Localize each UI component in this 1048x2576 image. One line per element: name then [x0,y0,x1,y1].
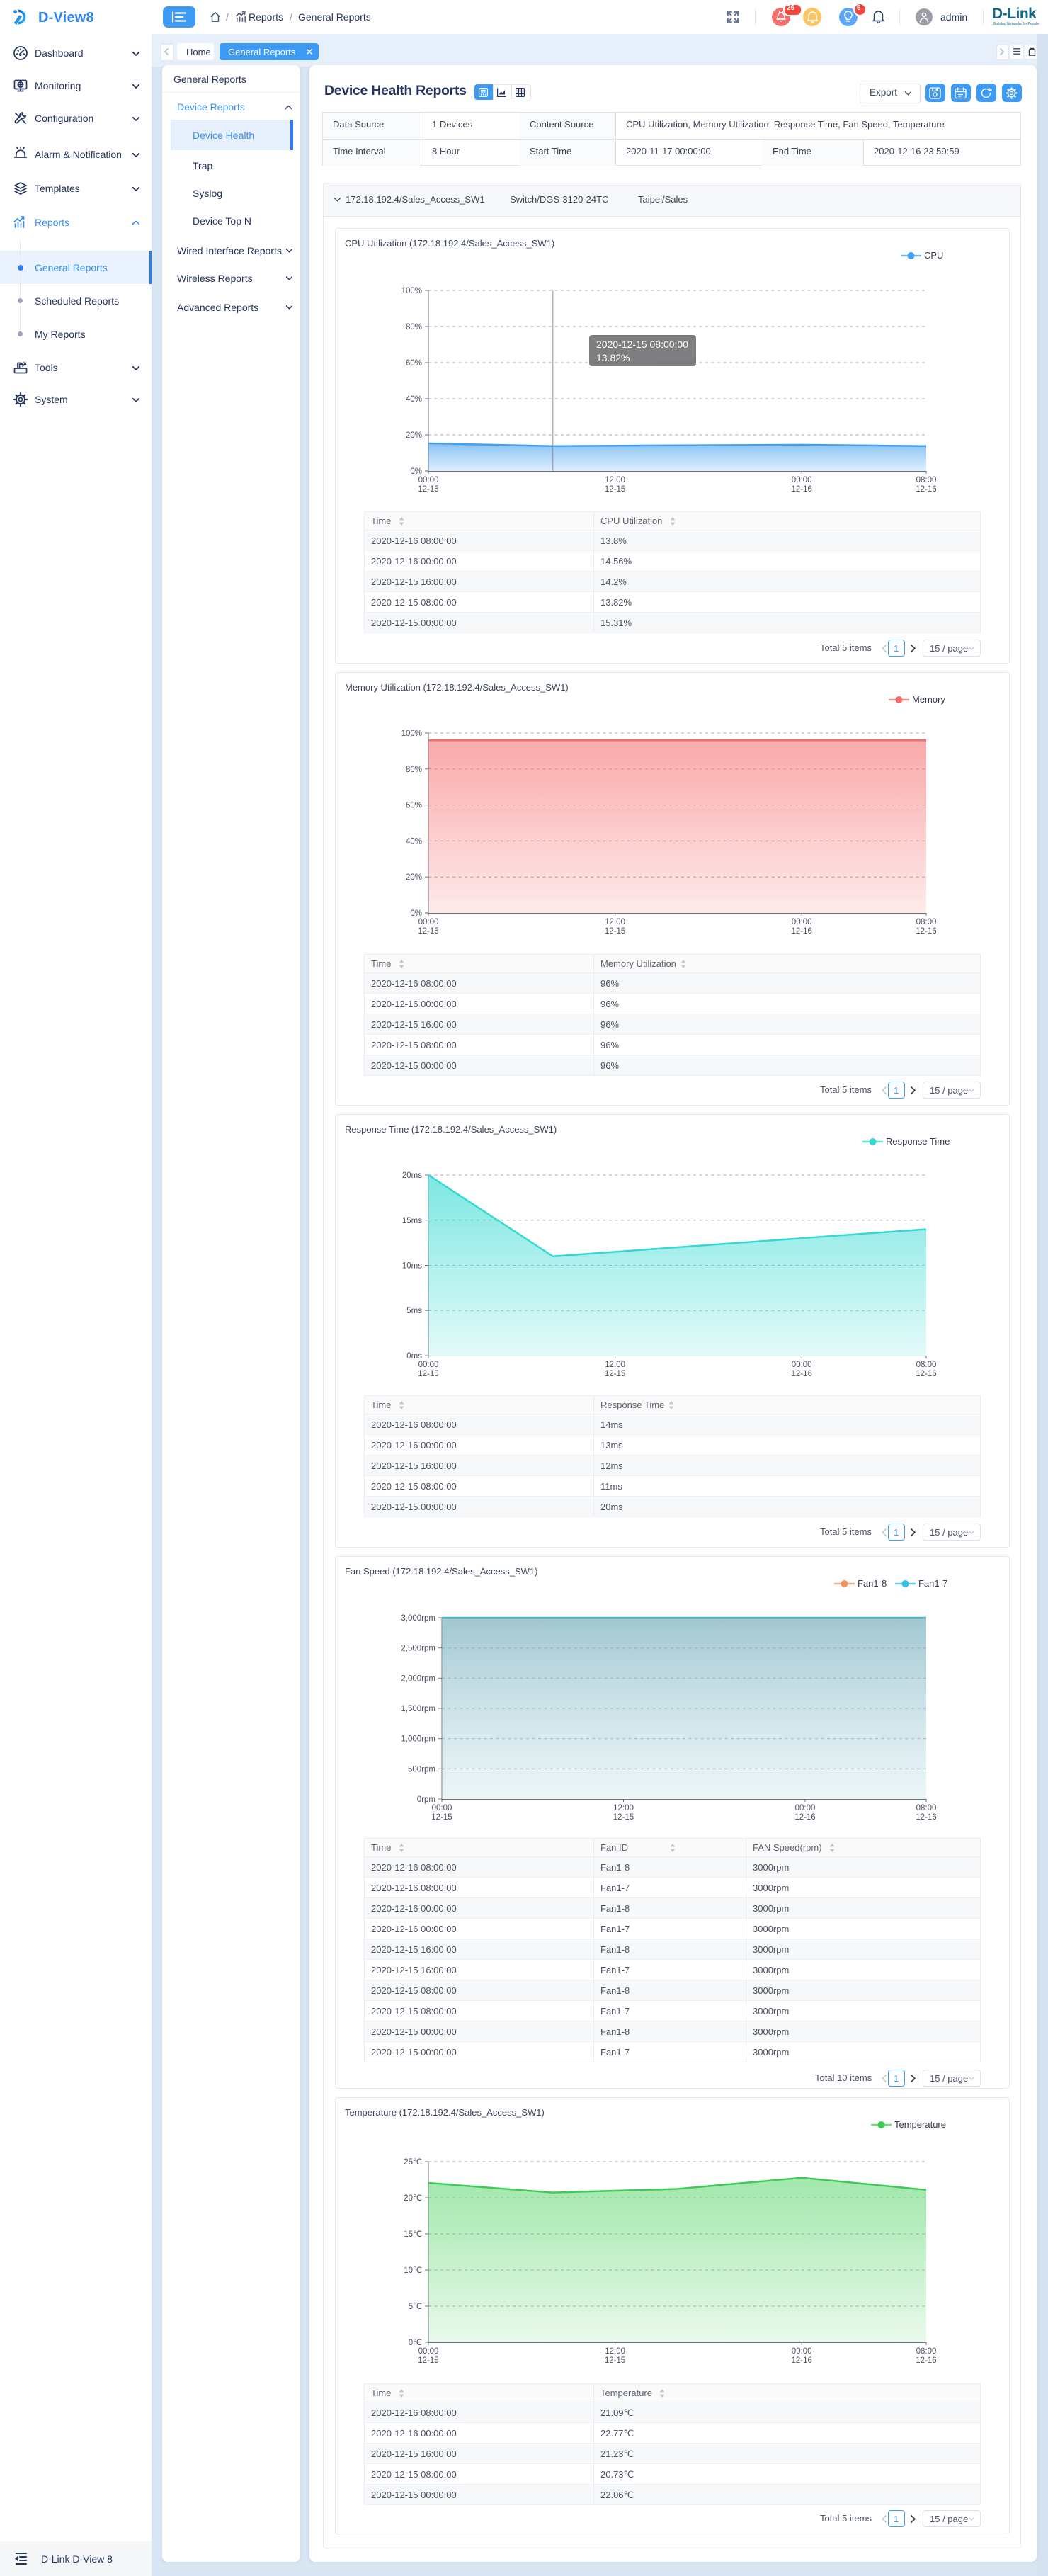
svg-text:15ms: 15ms [402,1217,422,1225]
svg-text:12-15: 12-15 [605,927,625,936]
svg-text:12:00: 12:00 [613,1804,634,1812]
svg-text:08:00: 08:00 [916,918,937,926]
svg-text:12-15: 12-15 [431,1813,452,1822]
svg-text:12-15: 12-15 [613,1813,634,1822]
svg-text:12-15: 12-15 [605,485,625,494]
svg-text:12-15: 12-15 [418,927,438,936]
svg-text:12:00: 12:00 [605,918,625,926]
svg-text:12:00: 12:00 [605,476,625,484]
svg-text:60%: 60% [406,802,422,810]
svg-text:12-15: 12-15 [418,2356,438,2365]
svg-text:12-16: 12-16 [791,485,811,494]
svg-text:00:00: 00:00 [418,1361,439,1369]
svg-text:08:00: 08:00 [916,1361,937,1369]
svg-text:1,000rpm: 1,000rpm [401,1735,435,1744]
svg-text:12-16: 12-16 [794,1813,815,1822]
svg-text:12-16: 12-16 [791,2356,811,2365]
svg-text:12-15: 12-15 [605,2356,625,2365]
svg-text:10ms: 10ms [402,1262,422,1271]
svg-text:12-16: 12-16 [791,927,811,936]
svg-text:15℃: 15℃ [404,2230,422,2239]
svg-text:00:00: 00:00 [792,1361,812,1369]
svg-text:12-16: 12-16 [916,2356,936,2365]
svg-text:08:00: 08:00 [916,476,937,484]
svg-text:80%: 80% [406,323,422,331]
svg-text:2020-12-15 08:00:00: 2020-12-15 08:00:00 [596,339,688,350]
svg-text:0%: 0% [410,467,422,476]
svg-text:0ms: 0ms [406,1352,422,1361]
svg-text:60%: 60% [406,359,422,368]
svg-text:0℃: 0℃ [409,2339,422,2347]
svg-text:12:00: 12:00 [605,1361,625,1369]
svg-text:12-16: 12-16 [916,927,936,936]
svg-text:20℃: 20℃ [404,2194,422,2203]
svg-text:2,000rpm: 2,000rpm [401,1674,435,1683]
svg-text:13.82%: 13.82% [596,352,630,363]
svg-text:12-16: 12-16 [916,1370,936,1378]
svg-text:5ms: 5ms [406,1307,422,1315]
svg-text:80%: 80% [406,766,422,774]
svg-text:12-15: 12-15 [605,1370,625,1378]
svg-text:10℃: 10℃ [404,2266,422,2275]
svg-text:1,500rpm: 1,500rpm [401,1705,435,1713]
svg-text:00:00: 00:00 [792,2347,812,2356]
svg-text:00:00: 00:00 [418,2347,439,2356]
svg-text:3,000rpm: 3,000rpm [401,1614,435,1623]
svg-text:12:00: 12:00 [605,2347,625,2356]
svg-text:00:00: 00:00 [792,918,812,926]
svg-text:08:00: 08:00 [916,1804,937,1812]
svg-text:25℃: 25℃ [404,2158,422,2167]
svg-text:0rpm: 0rpm [417,1795,435,1804]
svg-text:00:00: 00:00 [432,1804,452,1812]
svg-text:12-15: 12-15 [418,485,438,494]
svg-text:500rpm: 500rpm [408,1765,435,1774]
svg-text:08:00: 08:00 [916,2347,937,2356]
svg-text:00:00: 00:00 [418,918,439,926]
svg-text:5℃: 5℃ [409,2303,422,2311]
svg-text:00:00: 00:00 [795,1804,816,1812]
svg-text:12-16: 12-16 [791,1370,811,1378]
svg-text:12-16: 12-16 [916,1813,936,1822]
svg-text:100%: 100% [401,287,422,295]
svg-text:2,500rpm: 2,500rpm [401,1645,435,1653]
svg-text:00:00: 00:00 [792,476,812,484]
svg-text:100%: 100% [401,730,422,738]
svg-text:20%: 20% [406,873,422,882]
svg-text:40%: 40% [406,837,422,846]
svg-text:40%: 40% [406,395,422,404]
svg-text:0%: 0% [410,909,422,918]
svg-text:20%: 20% [406,431,422,440]
svg-text:00:00: 00:00 [418,476,439,484]
svg-text:20ms: 20ms [402,1171,422,1180]
svg-text:12-16: 12-16 [916,485,936,494]
svg-text:12-15: 12-15 [418,1370,438,1378]
